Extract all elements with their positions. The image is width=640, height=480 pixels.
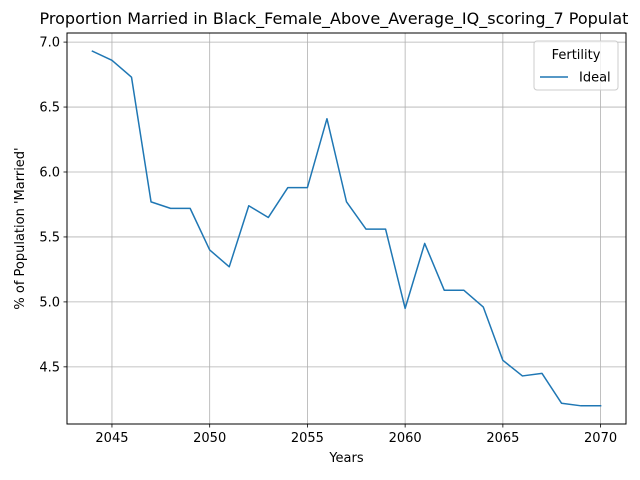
- x-axis-label: Years: [328, 451, 364, 466]
- legend: Fertility Ideal: [533, 40, 619, 91]
- y-tick-label: 5.5: [39, 230, 60, 245]
- series-line-ideal: [91, 50, 602, 407]
- y-tick-label: 6.0: [39, 165, 60, 180]
- legend-label-ideal: Ideal: [579, 71, 611, 86]
- x-tick-label: 2065: [486, 431, 519, 446]
- series-layer: [91, 50, 602, 407]
- x-axis-ticks: 2045 2050 2055 2060 2065 2070: [95, 424, 617, 446]
- legend-title: Fertility: [552, 48, 601, 63]
- y-tick-label: 6.5: [39, 101, 60, 116]
- grid: [67, 33, 626, 424]
- x-tick-label: 2070: [584, 431, 617, 446]
- y-tick-label: 7.0: [39, 36, 60, 51]
- y-axis-ticks: 4.5 5.0 5.5 6.0 6.5 7.0: [39, 36, 67, 375]
- y-axis-label: % of Population 'Married': [13, 147, 28, 309]
- x-tick-label: 2055: [291, 431, 324, 446]
- y-tick-label: 4.5: [39, 360, 60, 375]
- x-tick-label: 2050: [193, 431, 226, 446]
- x-tick-label: 2060: [389, 431, 422, 446]
- chart-title: Proportion Married in Black_Female_Above…: [40, 9, 629, 29]
- x-tick-label: 2045: [95, 431, 128, 446]
- plot-frame: [66, 32, 627, 425]
- y-tick-label: 5.0: [39, 295, 60, 310]
